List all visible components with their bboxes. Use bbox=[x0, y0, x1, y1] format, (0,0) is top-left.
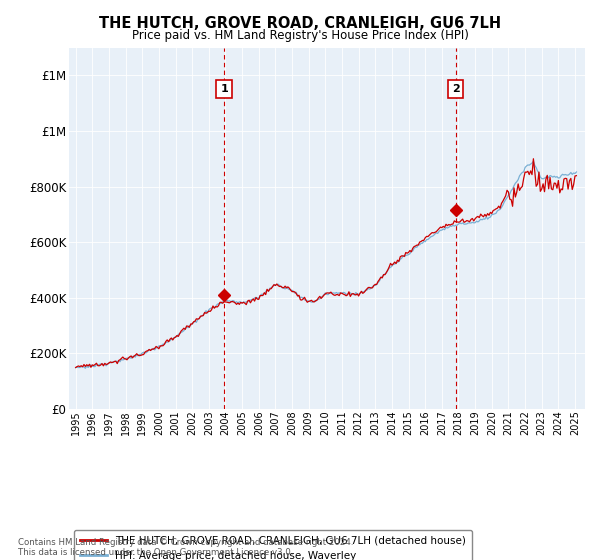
Text: 1: 1 bbox=[220, 84, 228, 94]
Legend: THE HUTCH, GROVE ROAD, CRANLEIGH, GU6 7LH (detached house), HPI: Average price, : THE HUTCH, GROVE ROAD, CRANLEIGH, GU6 7L… bbox=[74, 530, 472, 560]
Text: Contains HM Land Registry data © Crown copyright and database right 2024.
This d: Contains HM Land Registry data © Crown c… bbox=[18, 538, 353, 557]
Text: 2: 2 bbox=[452, 84, 460, 94]
Text: Price paid vs. HM Land Registry's House Price Index (HPI): Price paid vs. HM Land Registry's House … bbox=[131, 29, 469, 42]
Text: THE HUTCH, GROVE ROAD, CRANLEIGH, GU6 7LH: THE HUTCH, GROVE ROAD, CRANLEIGH, GU6 7L… bbox=[99, 16, 501, 31]
